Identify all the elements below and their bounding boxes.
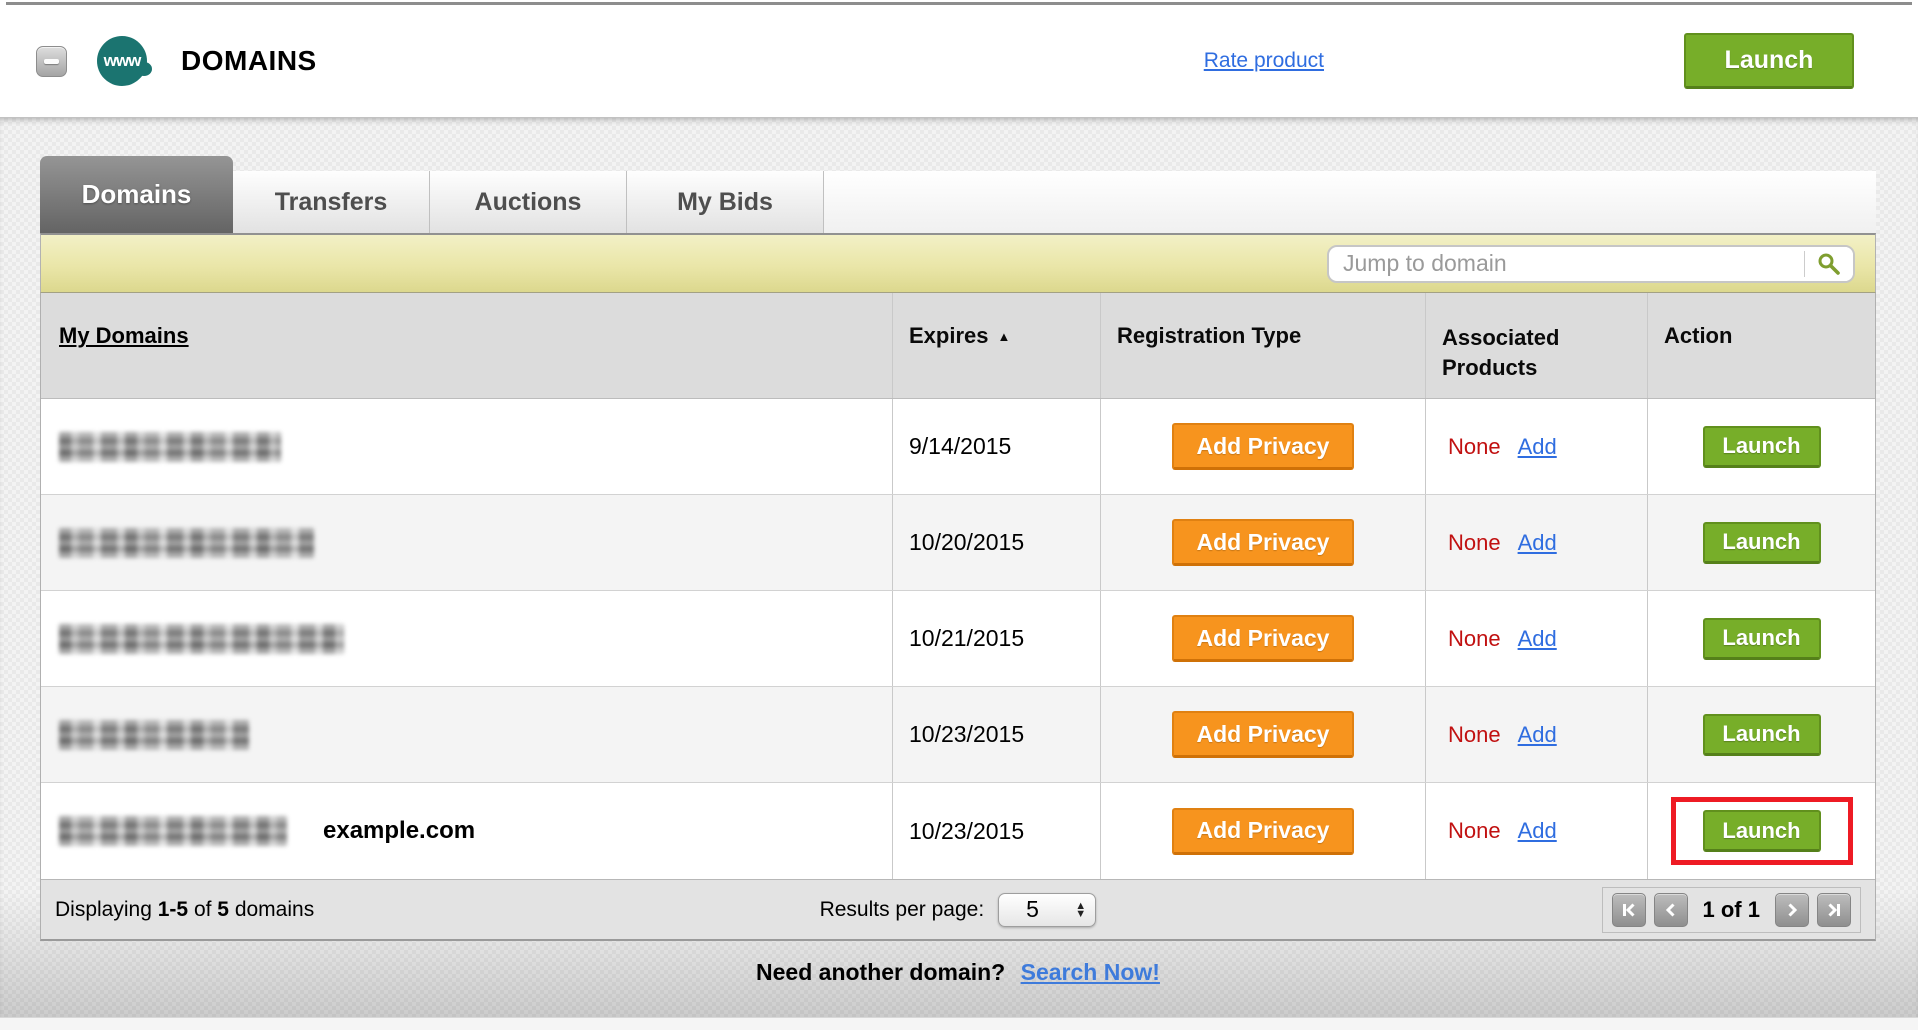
table-body: 9/14/2015 Add Privacy None Add Launch 10… — [41, 399, 1875, 879]
redacted-domain-text — [59, 431, 281, 462]
domains-panel: Domains Transfers Auctions My Bids — [40, 156, 1876, 986]
launch-domain-button[interactable]: Launch — [1702, 713, 1821, 756]
search-icon — [1818, 253, 1840, 275]
domains-table: My Domains Expires ▲ Registration Type As… — [40, 293, 1876, 941]
tab-transfers[interactable]: Transfers — [233, 171, 430, 233]
www-domains-icon: www — [97, 36, 152, 86]
tab-bar-filler — [824, 171, 1876, 233]
table-row: 9/14/2015 Add Privacy None Add Launch — [41, 399, 1875, 495]
add-privacy-button[interactable]: Add Privacy — [1172, 807, 1354, 855]
column-header-expires: Expires — [909, 323, 989, 348]
window-top-border — [6, 2, 1912, 5]
launch-domain-button[interactable]: Launch — [1702, 810, 1821, 852]
previous-page-button[interactable] — [1653, 892, 1688, 927]
page-title: DOMAINS — [181, 45, 317, 76]
minus-icon — [44, 58, 59, 64]
associated-products-value: None — [1448, 433, 1501, 459]
window-bottom-strip — [0, 1017, 1918, 1030]
page-status: 1 of 1 — [1702, 896, 1760, 922]
search-button[interactable] — [1805, 246, 1853, 281]
select-stepper-icon: ▲ ▼ — [1075, 899, 1087, 920]
last-page-icon — [1828, 902, 1840, 917]
add-product-link[interactable]: Add — [1517, 433, 1557, 459]
expires-date: 9/14/2015 — [909, 433, 1012, 459]
expires-date: 10/23/2015 — [909, 721, 1025, 747]
first-page-button[interactable] — [1611, 892, 1646, 927]
add-product-link[interactable]: Add — [1517, 529, 1557, 555]
tab-my-bids[interactable]: My Bids — [627, 171, 824, 233]
redacted-domain-text — [59, 816, 287, 846]
add-privacy-button[interactable]: Add Privacy — [1172, 423, 1354, 470]
app-header: www DOMAINS Rate product Launch — [0, 5, 1918, 117]
results-per-page-value: 5 — [1026, 896, 1039, 922]
table-row: 10/21/2015 Add Privacy None Add Launch — [41, 591, 1875, 687]
launch-domain-button[interactable]: Launch — [1702, 521, 1821, 564]
red-highlight-box: Launch — [1671, 701, 1853, 769]
results-per-page-group: Results per page: 5 ▲ ▼ — [819, 892, 1097, 927]
need-domain-text: Need another domain? — [756, 959, 1006, 985]
search-now-cta: Need another domain? Search Now! — [40, 959, 1876, 986]
associated-products-value: None — [1448, 529, 1501, 555]
add-product-link[interactable]: Add — [1517, 818, 1557, 843]
table-header-row: My Domains Expires ▲ Registration Type As… — [41, 293, 1875, 399]
last-page-button[interactable] — [1816, 892, 1851, 927]
add-privacy-button[interactable]: Add Privacy — [1172, 711, 1354, 758]
sort-my-domains-link[interactable]: My Domains — [59, 323, 189, 348]
launch-domain-button[interactable]: Launch — [1702, 425, 1821, 468]
tab-auctions[interactable]: Auctions — [430, 171, 627, 233]
expires-date: 10/23/2015 — [909, 817, 1025, 844]
red-highlight-box: Launch — [1671, 605, 1853, 673]
add-privacy-button[interactable]: Add Privacy — [1172, 519, 1354, 566]
results-per-page-label: Results per page: — [819, 897, 985, 921]
associated-products-value: None — [1448, 721, 1501, 747]
red-highlight-box: Launch — [1671, 509, 1853, 577]
jump-to-domain-search — [1327, 244, 1855, 283]
red-highlight-box: Launch — [1671, 413, 1853, 481]
redacted-domain-text — [59, 623, 344, 654]
domain-search-bar — [40, 233, 1876, 293]
content-background: Domains Transfers Auctions My Bids — [0, 117, 1918, 1017]
table-row: 10/20/2015 Add Privacy None Add Launch — [41, 495, 1875, 591]
associated-products-value: None — [1448, 625, 1501, 651]
displaying-status: Displaying 1-5 of 5 domains — [55, 897, 315, 921]
red-highlight-box: Launch — [1670, 797, 1853, 865]
previous-page-icon — [1665, 902, 1675, 917]
column-header-registration-type: Registration Type — [1100, 293, 1425, 398]
redacted-domain-text — [59, 719, 249, 750]
table-footer: Displaying 1-5 of 5 domains Results per … — [41, 879, 1875, 939]
expires-date: 10/21/2015 — [909, 625, 1025, 651]
table-row: 10/23/2015 Add Privacy None Add Launch — [41, 687, 1875, 783]
search-now-link[interactable]: Search Now! — [1020, 959, 1160, 985]
add-privacy-button[interactable]: Add Privacy — [1172, 615, 1354, 662]
expires-date: 10/20/2015 — [909, 529, 1025, 555]
associated-products-value: None — [1448, 818, 1501, 843]
table-row: example.com 10/23/2015 Add Privacy None … — [41, 783, 1875, 879]
rate-product-link[interactable]: Rate product — [1203, 49, 1324, 72]
www-icon-text: www — [103, 51, 142, 70]
column-header-associated-products: Associated Products — [1425, 293, 1647, 398]
jump-to-domain-input[interactable] — [1329, 250, 1804, 277]
header-launch-button[interactable]: Launch — [1684, 33, 1854, 89]
launch-domain-button[interactable]: Launch — [1702, 617, 1821, 660]
sort-ascending-icon: ▲ — [997, 329, 1011, 344]
first-page-icon — [1622, 902, 1635, 917]
column-header-action: Action — [1647, 293, 1875, 398]
pagination: 1 of 1 — [1601, 886, 1861, 933]
next-page-icon — [1788, 902, 1798, 917]
tab-bar: Domains Transfers Auctions My Bids — [40, 156, 1876, 233]
next-page-button[interactable] — [1774, 892, 1809, 927]
search-divider — [1804, 250, 1805, 277]
sort-expires-link[interactable]: Expires ▲ — [909, 323, 1010, 348]
add-product-link[interactable]: Add — [1517, 721, 1557, 747]
minimize-button[interactable] — [36, 45, 67, 77]
tab-domains[interactable]: Domains — [40, 156, 233, 233]
add-product-link[interactable]: Add — [1517, 625, 1557, 651]
domain-annotation: example.com — [323, 817, 476, 844]
results-per-page-select[interactable]: 5 ▲ ▼ — [998, 892, 1097, 927]
redacted-domain-text — [59, 527, 314, 558]
